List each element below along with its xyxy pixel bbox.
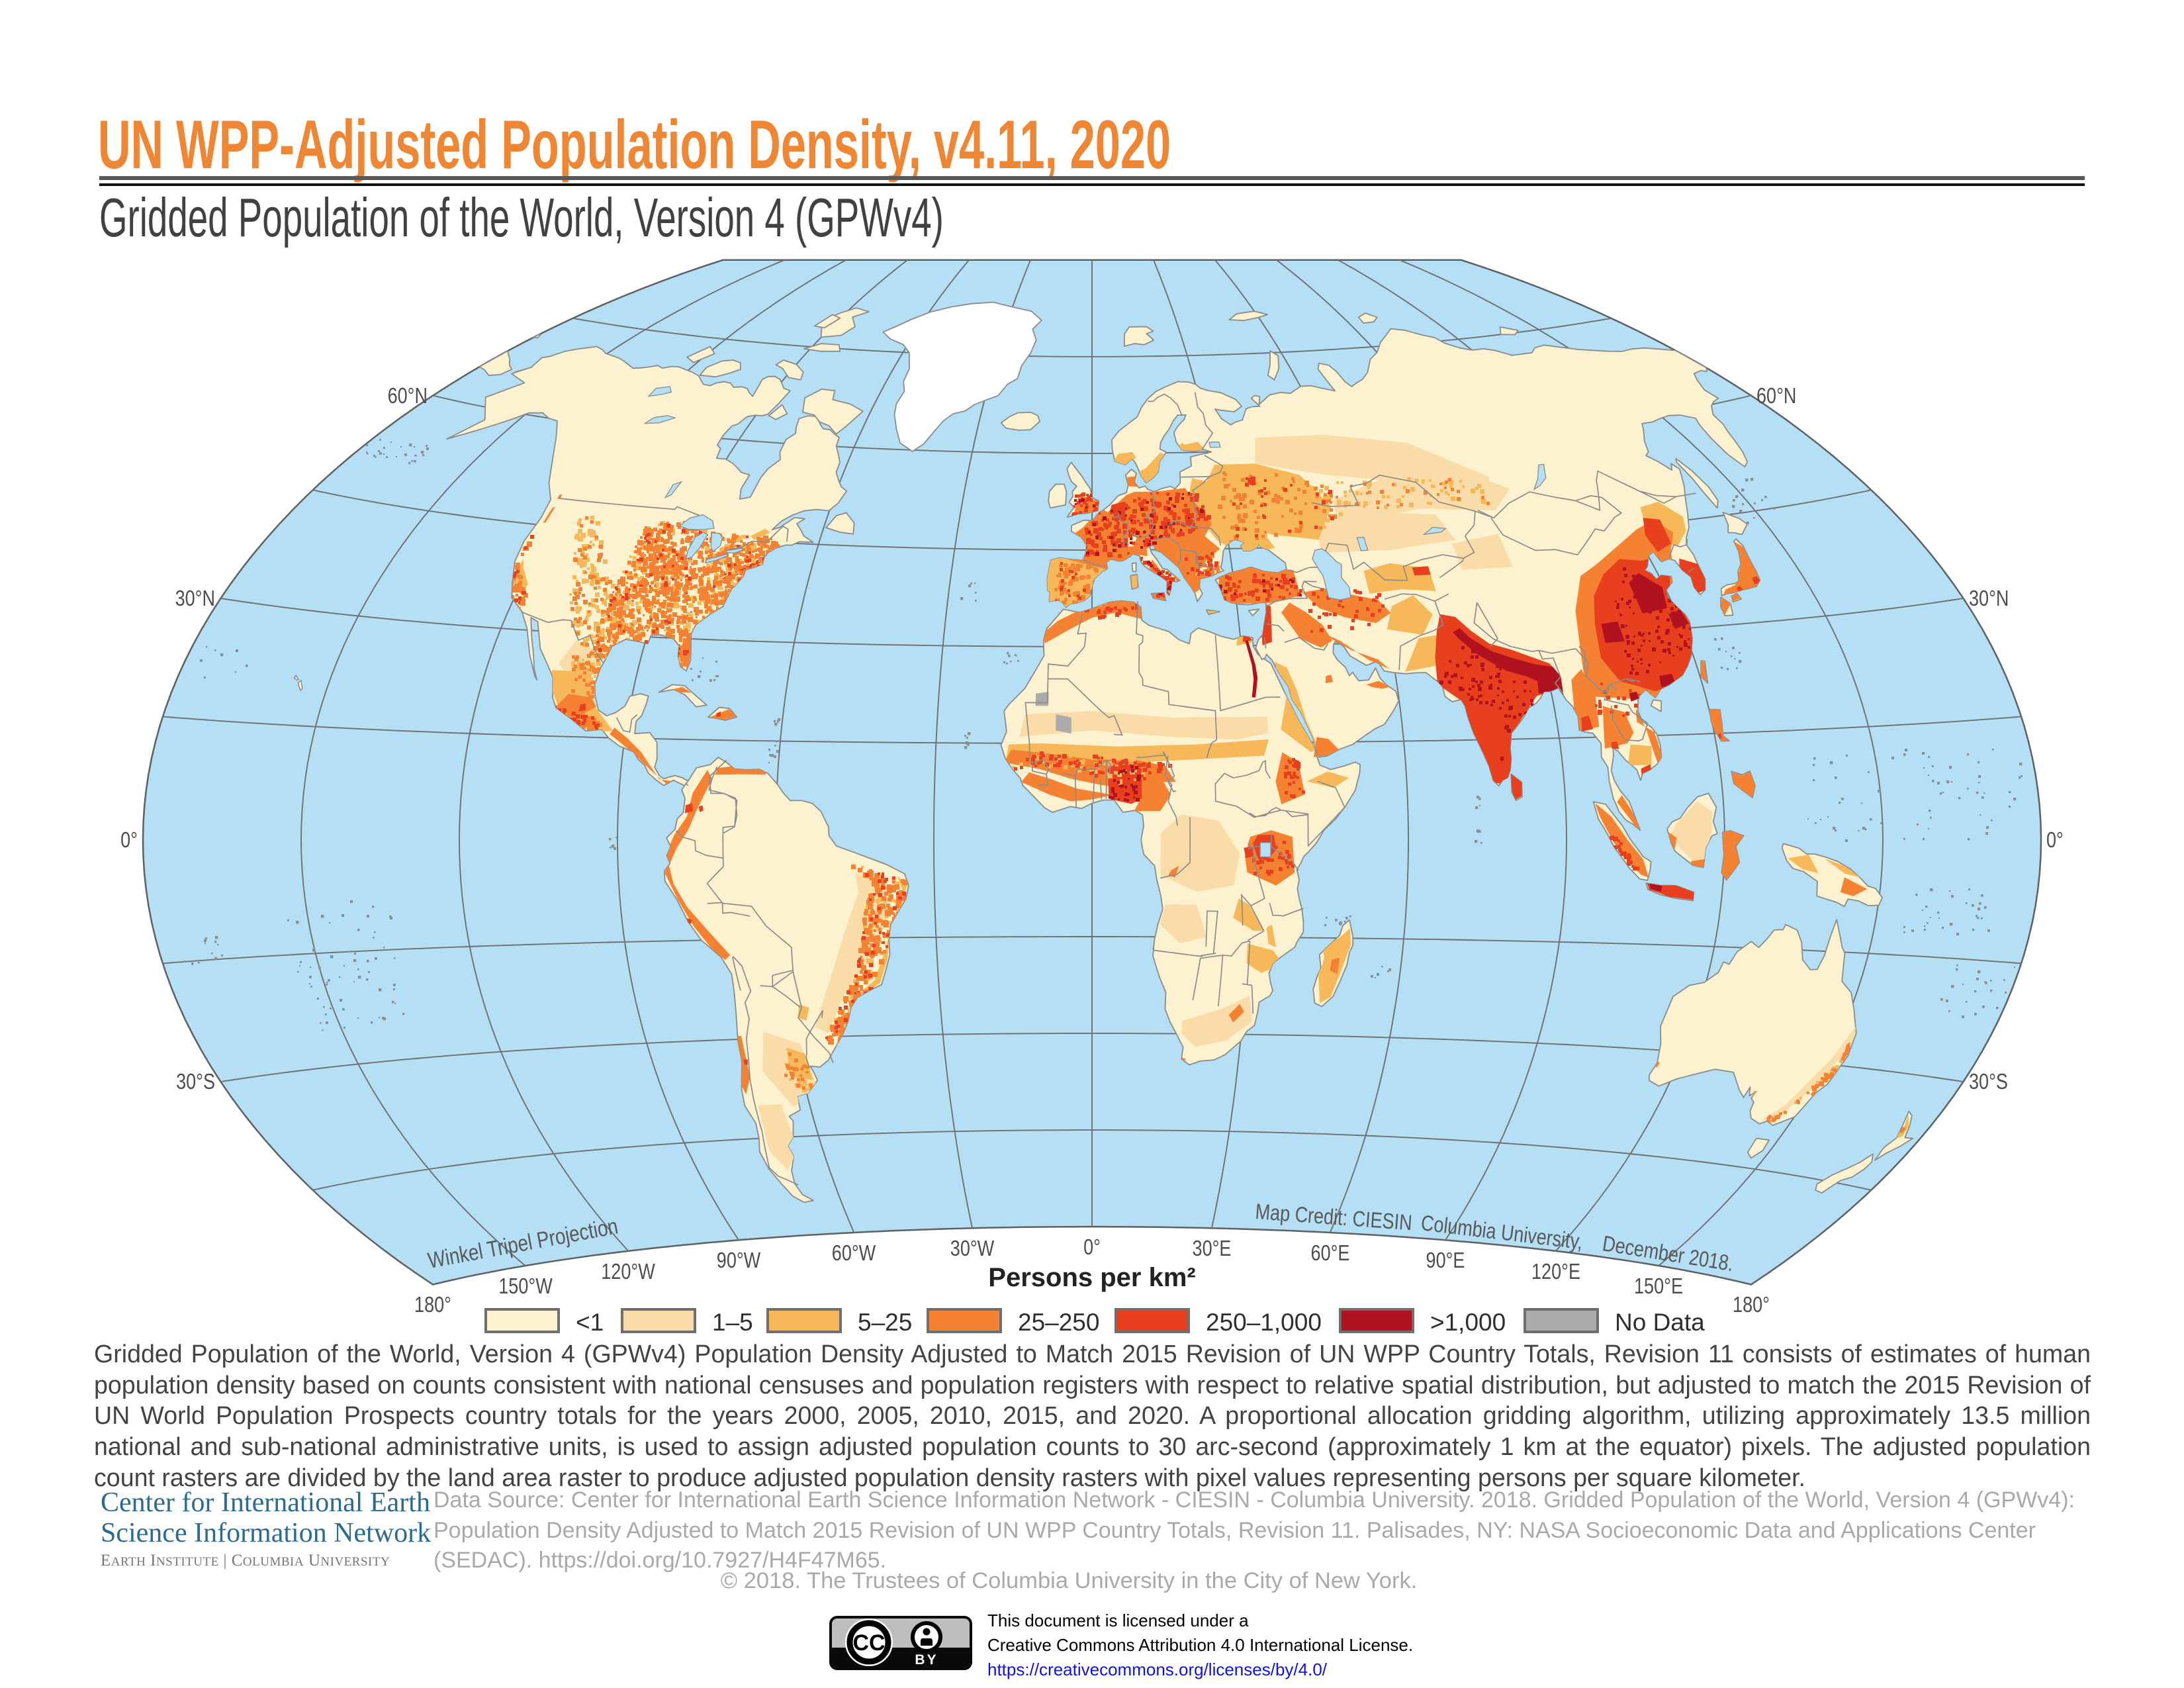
svg-text:60°W: 60°W xyxy=(832,1242,876,1266)
svg-text:90°E: 90°E xyxy=(1426,1249,1465,1273)
svg-text:60°N: 60°N xyxy=(388,385,428,408)
svg-text:30°N: 30°N xyxy=(175,587,215,611)
svg-text:BY: BY xyxy=(915,1652,938,1667)
svg-text:CC: CC xyxy=(852,1630,885,1656)
svg-text:30°E: 30°E xyxy=(1193,1237,1232,1261)
svg-text:30°S: 30°S xyxy=(176,1070,215,1094)
svg-text:180°: 180° xyxy=(414,1293,451,1317)
svg-text:30°W: 30°W xyxy=(950,1237,995,1261)
svg-text:60°E: 60°E xyxy=(1311,1242,1350,1266)
svg-text:60°N: 60°N xyxy=(1756,385,1796,408)
svg-text:120°E: 120°E xyxy=(1531,1260,1580,1284)
svg-text:120°W: 120°W xyxy=(601,1260,655,1284)
svg-text:30°S: 30°S xyxy=(1969,1070,2008,1094)
svg-text:30°N: 30°N xyxy=(1969,587,2009,611)
svg-text:0°: 0° xyxy=(1083,1236,1101,1260)
svg-text:150°E: 150°E xyxy=(1634,1275,1683,1299)
svg-text:0°: 0° xyxy=(120,829,138,853)
svg-text:150°W: 150°W xyxy=(498,1275,553,1299)
svg-text:0°: 0° xyxy=(2046,829,2064,853)
svg-text:180°: 180° xyxy=(1733,1293,1770,1317)
svg-text:90°W: 90°W xyxy=(717,1249,761,1273)
